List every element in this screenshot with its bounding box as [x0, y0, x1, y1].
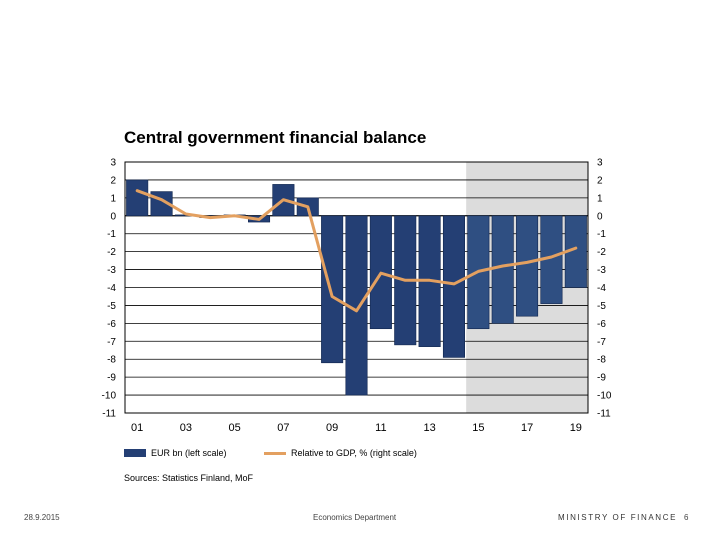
source-note: Sources: Statistics Finland, MoF: [124, 473, 254, 483]
bar: [126, 179, 149, 217]
y-tick-right: -11: [597, 409, 611, 420]
footer-date: 28.9.2015: [24, 513, 60, 522]
y-tick-left: -9: [107, 373, 116, 384]
x-tick-label: 03: [180, 422, 192, 434]
y-tick-right: -6: [597, 319, 606, 330]
y-tick-left: -1: [107, 229, 116, 240]
y-tick-right: -3: [597, 265, 606, 276]
legend-line: Relative to GDP, % (right scale): [264, 448, 417, 458]
x-tick-label: 09: [326, 422, 338, 434]
y-tick-right: 2: [597, 175, 603, 186]
footer-page-number: 6: [684, 513, 689, 522]
y-tick-left: 2: [110, 175, 116, 186]
x-tick-label: 01: [131, 422, 143, 434]
y-tick-left: 1: [110, 193, 116, 204]
legend-line-label: Relative to GDP, % (right scale): [291, 448, 417, 458]
footer-department: Economics Department: [313, 513, 397, 522]
y-tick-right: -2: [597, 247, 606, 258]
y-tick-left: -7: [107, 337, 116, 348]
bar: [491, 215, 514, 324]
y-tick-right: -9: [597, 373, 606, 384]
legend-bar-swatch: [124, 449, 146, 457]
x-tick-label: 11: [375, 422, 386, 434]
y-tick-right: -7: [597, 337, 606, 348]
y-tick-right: -1: [597, 229, 606, 240]
x-tick-label: 17: [521, 422, 533, 434]
x-tick-label: 05: [229, 422, 241, 434]
y-tick-right: -10: [597, 391, 612, 402]
y-tick-left: -10: [102, 391, 117, 402]
bar: [442, 215, 465, 358]
y-tick-right: 1: [597, 193, 603, 204]
x-tick-label: 19: [570, 422, 582, 434]
y-tick-right: 0: [597, 211, 603, 222]
bar: [321, 215, 344, 364]
chart-title: Central government financial balance: [124, 128, 427, 147]
y-tick-left: -4: [107, 283, 116, 294]
y-tick-right: -5: [597, 301, 606, 312]
y-tick-right: -4: [597, 283, 606, 294]
y-tick-right: 3: [597, 158, 603, 169]
bar: [516, 215, 539, 317]
legend-line-swatch: [264, 451, 286, 455]
y-tick-left: 3: [110, 158, 116, 169]
y-tick-left: -8: [107, 355, 116, 366]
y-tick-left: -6: [107, 319, 116, 330]
footer-ministry: MINISTRY OF FINANCE: [558, 513, 678, 522]
y-tick-left: -3: [107, 265, 116, 276]
y-tick-left: -11: [102, 409, 116, 420]
y-tick-right: -8: [597, 355, 606, 366]
legend-bars: EUR bn (left scale): [124, 448, 227, 458]
legend-bar-label: EUR bn (left scale): [151, 448, 227, 458]
x-tick-label: 15: [472, 422, 484, 434]
y-tick-left: -5: [107, 301, 116, 312]
y-tick-left: 0: [110, 211, 116, 222]
x-tick-label: 13: [423, 422, 435, 434]
x-tick-label: 07: [277, 422, 289, 434]
plot-border: [124, 161, 589, 414]
y-tick-left: -2: [107, 247, 116, 258]
gdp-line: [135, 189, 578, 313]
